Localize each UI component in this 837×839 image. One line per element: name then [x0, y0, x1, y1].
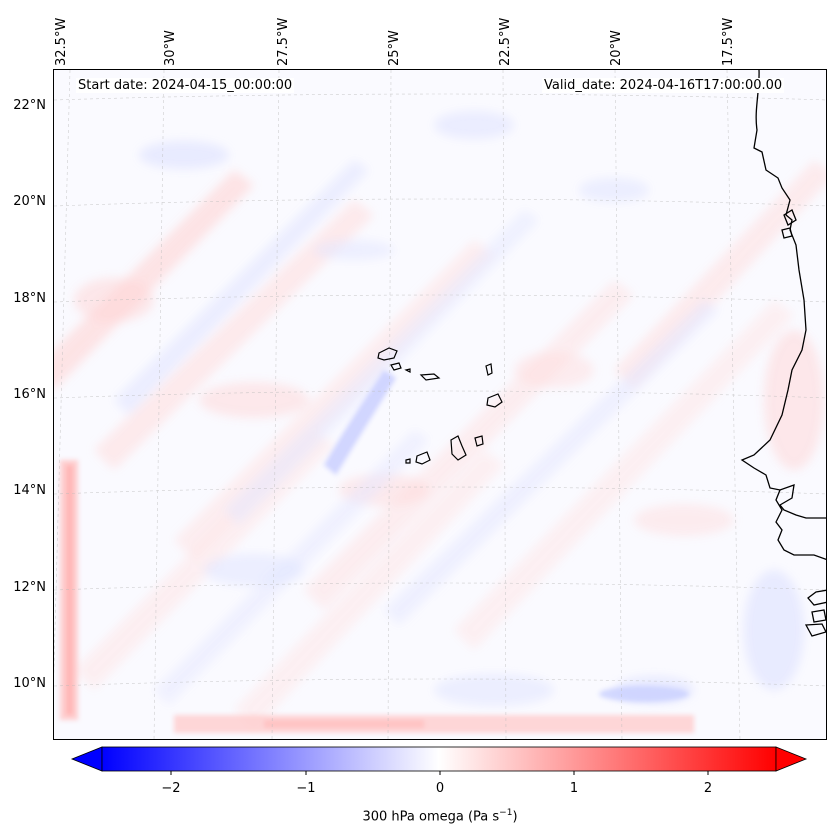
island-brava	[405, 458, 411, 464]
coastline	[740, 70, 826, 637]
omega-field-map	[54, 70, 826, 739]
colorbar-max-extend	[775, 746, 808, 772]
island-santiago	[450, 435, 467, 461]
colorbar-tick-neg2: −2	[161, 781, 181, 796]
colorbar-label-text: 300 hPa omega (Pa s	[362, 809, 500, 825]
island-boa-vista	[486, 393, 503, 408]
colorbar-min-extend	[70, 746, 103, 772]
omega-strong-features	[60, 370, 694, 733]
lat-label-14n: 14°N	[13, 483, 46, 498]
lat-label-10n: 10°N	[13, 676, 46, 691]
colorbar-tick-0: 0	[435, 781, 445, 796]
colorbar-label-end: )	[512, 809, 518, 825]
island-sal	[485, 363, 493, 376]
omega-field	[54, 111, 826, 730]
cape-verde-islands	[377, 347, 503, 465]
colorbar-ticks	[170, 771, 709, 775]
gridlines	[54, 70, 826, 739]
lat-label-18n: 18°N	[13, 291, 46, 306]
lat-label-12n: 12°N	[13, 580, 46, 595]
island-santo-antao	[377, 347, 398, 361]
island-fogo	[415, 451, 431, 465]
colorbar-label-exponent: −1	[499, 808, 513, 818]
colorbar-tick-1: 1	[569, 781, 579, 796]
lat-label-22n: 22°N	[13, 98, 46, 113]
valid-date-text: Valid_date: 2024-04-16T17:00:00.00	[542, 78, 785, 93]
colorbar-bar	[70, 746, 808, 772]
colorbar-tick-2: 2	[703, 781, 713, 796]
island-santa-luzia	[404, 368, 411, 373]
island-sao-nicolau	[419, 373, 441, 381]
island-maio	[474, 435, 484, 447]
map-panel[interactable]	[53, 69, 827, 740]
colorbar-tick-neg1: −1	[296, 781, 316, 796]
colorbar-label: 300 hPa omega (Pa s−1)	[362, 808, 517, 824]
start-date-text: Start date: 2024-04-15_00:00:00	[76, 78, 295, 93]
lat-label-20n: 20°N	[13, 194, 46, 209]
lat-label-16n: 16°N	[13, 387, 46, 402]
island-sao-vicente	[390, 362, 402, 371]
